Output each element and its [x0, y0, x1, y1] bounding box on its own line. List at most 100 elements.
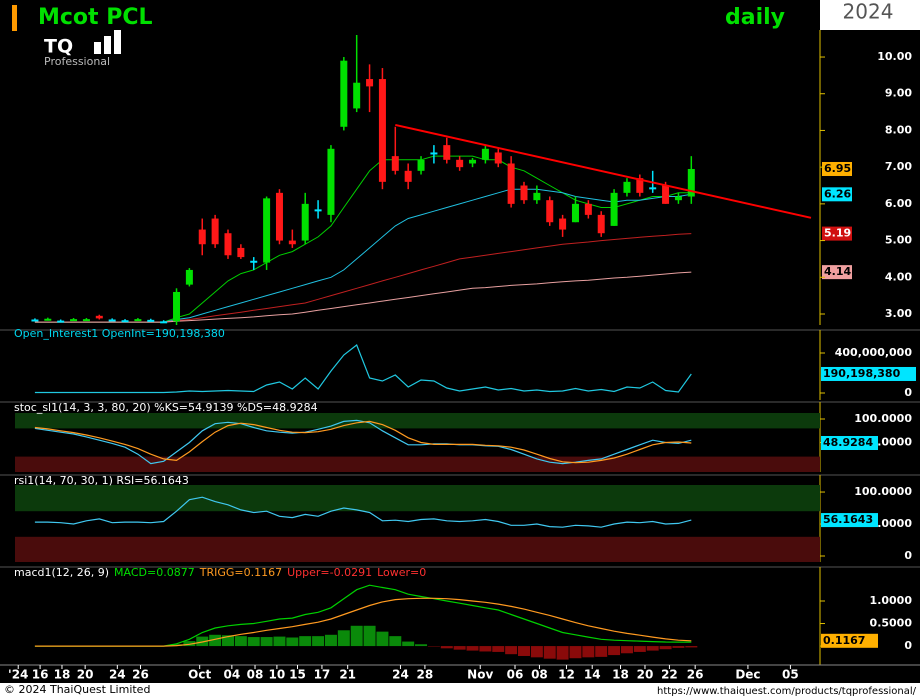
- x-tick-label: 04: [224, 668, 241, 682]
- candle-body: [44, 318, 52, 321]
- histogram-bar: [633, 646, 646, 652]
- candle-body: [404, 170, 412, 182]
- histogram-bar: [479, 646, 492, 652]
- y-tick-label: 100.0000: [854, 485, 912, 498]
- histogram-bar: [505, 646, 518, 655]
- y-tick-label: 0.5000: [870, 617, 913, 630]
- price-tag-label: 4.14: [824, 265, 851, 278]
- histogram-bar: [247, 637, 260, 647]
- histogram-bar: [337, 630, 350, 647]
- histogram-bar: [402, 641, 415, 647]
- panel-title: Open_Interest1 OpenInt=190,198,380: [14, 327, 225, 340]
- candle-body: [481, 148, 489, 160]
- histogram-bar: [440, 646, 453, 649]
- x-tick-label: Nov: [467, 668, 493, 682]
- histogram-bar: [196, 636, 209, 647]
- histogram-bar: [582, 646, 595, 658]
- y-tick-label: 9.00: [885, 87, 912, 100]
- x-tick-label: 05: [782, 668, 799, 682]
- candle-body: [469, 159, 477, 164]
- candle-body: [327, 148, 335, 215]
- candle-body: [314, 209, 322, 212]
- x-tick-label: 24: [392, 668, 409, 682]
- histogram-bar: [517, 646, 530, 656]
- candle-body: [417, 159, 425, 171]
- plot-layer: 6.95 6.26 5.19 4.14 3.00 4.00 5.00 6.00 7.00 8.00…: [0, 0, 920, 682]
- candle-body: [224, 233, 232, 256]
- y-tick-label: 8.00: [885, 123, 912, 136]
- histogram-bar: [273, 636, 286, 647]
- histogram-bar: [376, 631, 389, 647]
- panel-title-part: macd1(12, 26, 9): [14, 566, 109, 579]
- candle-body: [597, 214, 605, 234]
- value-tag: [821, 366, 916, 381]
- candle-body: [95, 315, 103, 319]
- x-tick-label: 16: [32, 668, 49, 682]
- copyright: © 2024 ThaiQuest Limited: [4, 683, 150, 696]
- candle-body: [559, 218, 567, 230]
- y-tick-label: 3.00: [885, 307, 912, 320]
- histogram-bar: [556, 646, 569, 660]
- histogram-bar: [389, 636, 402, 647]
- histogram-bar: [324, 634, 337, 647]
- series-line: [34, 496, 692, 528]
- candle-body: [391, 156, 399, 171]
- candle-body: [134, 319, 142, 322]
- y-tick-label: 4.00: [885, 270, 912, 283]
- candle-body: [674, 196, 682, 201]
- panel-title-part: MACD=0.0877: [114, 566, 195, 579]
- value-tag-label: 190,198,380: [823, 367, 901, 380]
- candle-body: [340, 60, 348, 127]
- histogram-bar: [569, 646, 582, 659]
- x-tick-label: 28: [417, 668, 434, 682]
- y-tick-label: 0: [904, 386, 912, 399]
- candle-body: [185, 269, 193, 285]
- x-tick-label: 18: [54, 668, 71, 682]
- logo-bar: [94, 42, 101, 54]
- price-tag: [822, 161, 852, 176]
- lower-zone: [15, 536, 820, 562]
- logo-bar: [104, 36, 111, 54]
- x-tick-label: 21: [339, 668, 356, 682]
- upper-zone: [15, 485, 820, 512]
- histogram-bar: [492, 646, 505, 652]
- candle-body: [533, 192, 541, 201]
- candle-body: [584, 203, 592, 215]
- candle-body: [636, 178, 644, 193]
- candle-body: [353, 82, 361, 109]
- panel-title: Mcot PCL: [14, 0, 65, 6]
- price-tag-label: 5.19: [824, 227, 851, 240]
- panel-title-part: Upper=-0.0291: [287, 566, 372, 579]
- histogram-bar: [646, 646, 659, 651]
- candle-body: [378, 79, 386, 182]
- series-line: [34, 420, 692, 464]
- series-line: [34, 597, 692, 647]
- x-tick-label: 20: [637, 668, 654, 682]
- x-tick-label: Oct: [188, 668, 211, 682]
- x-tick-label: 20: [77, 668, 94, 682]
- x-tick-label: 22: [661, 668, 678, 682]
- y-tick-label: 1.0000: [870, 594, 913, 607]
- x-tick-label: 14: [584, 668, 601, 682]
- histogram-bar: [466, 646, 479, 651]
- candle-body: [430, 152, 438, 155]
- histogram-bar: [620, 646, 633, 654]
- histogram-bar: [595, 646, 608, 657]
- trend-line: [395, 123, 812, 219]
- candle-body: [70, 319, 78, 322]
- histogram-bar: [530, 646, 543, 658]
- histogram-bar: [543, 646, 556, 659]
- candle-body: [121, 320, 129, 323]
- y-tick-label: 0: [904, 549, 912, 562]
- histogram-bar: [608, 646, 621, 656]
- y-tick-label: 10.00: [877, 50, 912, 63]
- histogram-bar: [685, 646, 698, 648]
- series-line: [34, 344, 692, 394]
- price-tag: [822, 226, 852, 241]
- x-tick-label: 24: [109, 668, 126, 682]
- histogram-bar: [234, 636, 247, 647]
- value-tag: [821, 436, 878, 451]
- candle-body: [366, 79, 374, 87]
